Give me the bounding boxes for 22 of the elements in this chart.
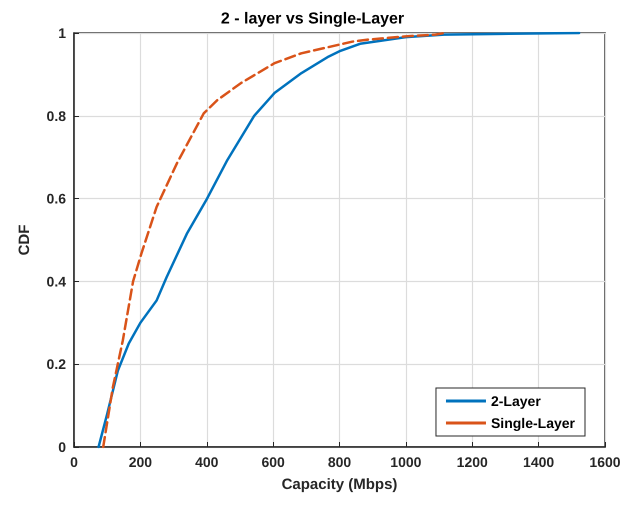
legend-label: 2-Layer [490, 393, 542, 409]
y-tick-label: 0.8 [46, 108, 66, 124]
x-tick-label: 800 [328, 454, 352, 470]
line-series [102, 32, 446, 448]
x-tick-label: 1000 [390, 454, 422, 470]
y-tick-label: 1 [58, 25, 66, 41]
legend-label: Single-Layer [490, 415, 576, 431]
x-tick-label: 0 [70, 454, 78, 470]
x-tick-label: 1400 [523, 454, 554, 470]
y-tick-label: 0.4 [46, 273, 66, 290]
x-tick-label: 200 [128, 454, 152, 470]
y-tick-label: 0 [58, 439, 66, 455]
x-tick-label: 400 [195, 454, 219, 470]
x-tick-label: 1600 [589, 454, 621, 470]
x-axis-title: Capacity (Mbps) [282, 476, 398, 493]
chart-title: 2 - layer vs Single-Layer [220, 10, 404, 28]
y-axis-title: CDF [16, 224, 33, 256]
x-tick-label: 600 [261, 454, 286, 470]
line-series [97, 32, 580, 448]
x-tick-label: 1200 [456, 454, 488, 470]
y-tick-label: 0.6 [46, 190, 66, 207]
y-tick-label: 0.2 [46, 356, 66, 372]
